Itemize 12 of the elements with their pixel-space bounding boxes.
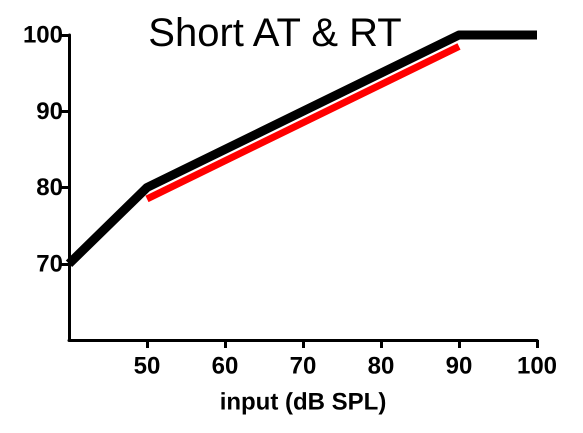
x-tick-label: 90: [446, 352, 472, 380]
x-tick-label: 60: [212, 352, 238, 380]
x-tick-label: 50: [134, 352, 160, 380]
x-tick-label: 70: [290, 352, 316, 380]
chart-title: Short AT & RT: [148, 11, 402, 55]
y-tick-label: 90: [36, 98, 63, 125]
x-axis-title: input (dB SPL): [220, 388, 386, 416]
x-tick-label: 100: [516, 352, 558, 380]
y-tick-label: 70: [36, 250, 63, 278]
y-tick-label: 100: [22, 22, 63, 48]
x-tick-label: 80: [368, 352, 394, 380]
y-tick-label: 80: [36, 174, 63, 201]
